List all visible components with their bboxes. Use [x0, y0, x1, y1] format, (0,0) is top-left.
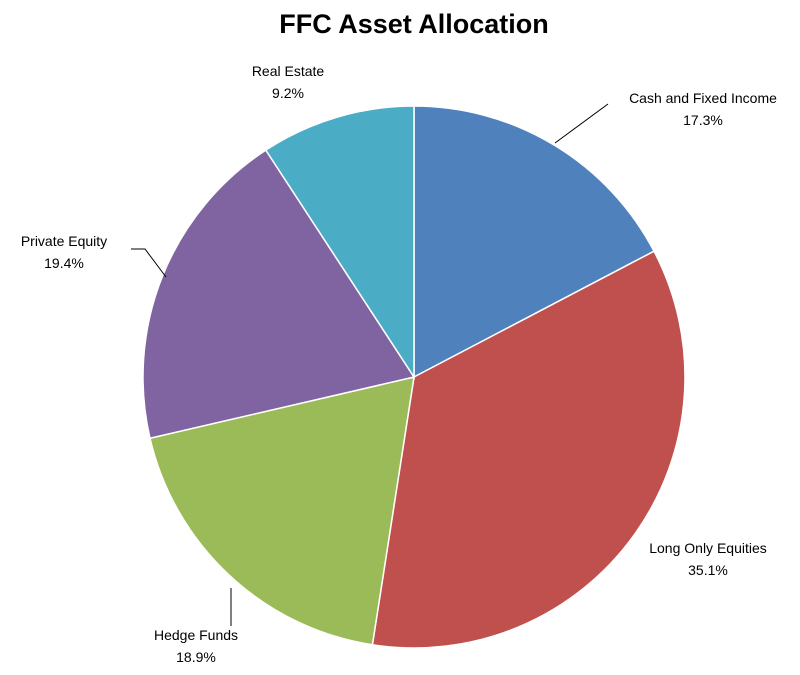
pie-slice-private-equity	[142, 149, 416, 440]
slice-label-long-only-equities: Long Only Equities	[649, 540, 767, 556]
pie-slice-real-estate	[264, 105, 415, 380]
slice-value-cash-and-fixed-income: 17.3%	[683, 112, 723, 128]
pie-slice-long-only-equities	[371, 250, 686, 649]
leader-lines	[131, 103, 609, 626]
slice-value-private-equity: 19.4%	[44, 255, 84, 271]
slice-label-hedge-funds: Hedge Funds	[154, 627, 238, 643]
slice-label-cash-and-fixed-income: Cash and Fixed Income	[629, 90, 777, 106]
leader-line-private-equity	[131, 248, 167, 278]
slice-labels: Cash and Fixed Income 17.3% Long Only Equi…	[21, 63, 777, 665]
slice-value-long-only-equities: 35.1%	[688, 562, 728, 578]
slice-label-private-equity: Private Equity	[21, 233, 107, 249]
slice-label-real-estate: Real Estate	[252, 63, 325, 79]
pie-slice-hedge-funds	[149, 376, 415, 646]
pie-slices	[142, 105, 686, 649]
chart-title: FFC Asset Allocation	[279, 9, 549, 39]
slice-value-real-estate: 9.2%	[272, 85, 304, 101]
slice-value-hedge-funds: 18.9%	[176, 649, 216, 665]
pie-slice-cash-and-fixed-income	[413, 105, 656, 379]
leader-line-cash-and-fixed-income	[554, 103, 609, 144]
